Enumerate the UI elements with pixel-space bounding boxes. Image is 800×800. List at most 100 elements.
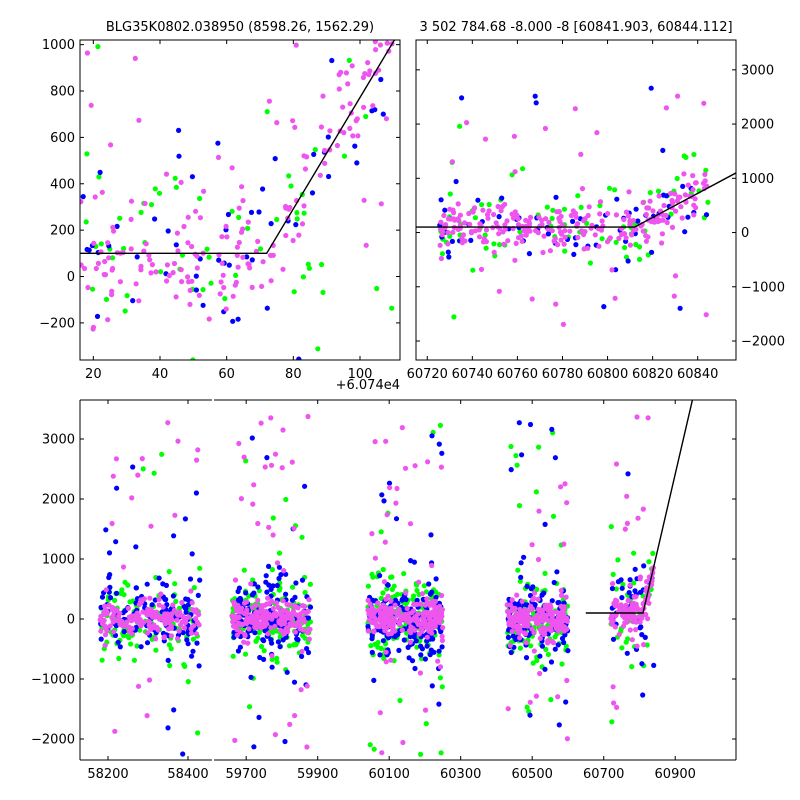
bottom-point-magenta (275, 604, 281, 611)
bottom-point-blue (305, 649, 312, 656)
top-left-point-blue (189, 174, 195, 180)
top-right-point-magenta (527, 214, 534, 220)
bottom-point-magenta (138, 599, 144, 605)
bottom-point-magenta (260, 619, 266, 625)
bottom-point-blue (156, 575, 162, 581)
top-left-point-green (172, 175, 178, 181)
bottom-point-magenta (613, 612, 619, 619)
bottom-point-green (197, 565, 203, 571)
bottom-point-blue (269, 640, 275, 646)
bottom-point-green (559, 661, 565, 667)
top-right-point-magenta (594, 130, 600, 136)
bottom-point-magenta (244, 615, 250, 621)
top-left-point-green (96, 174, 102, 180)
bottom-point-magenta (269, 653, 275, 659)
bottom-point-magenta (147, 595, 153, 601)
bottom-point-blue (563, 699, 569, 705)
bottom-point-blue (171, 533, 177, 539)
top-left-point-blue (249, 257, 255, 263)
bottom-point-blue (115, 639, 121, 645)
top-right-x-tick-label: 60720 (407, 367, 448, 382)
bottom-point-magenta (245, 640, 251, 646)
bottom-point-magenta (383, 659, 389, 665)
top-left-point-blue (226, 262, 232, 268)
top-right-point-magenta (496, 288, 502, 294)
top-right-point-green (612, 187, 618, 193)
bottom-point-blue (107, 572, 113, 578)
bottom-point-blue (619, 585, 625, 591)
bottom-point-blue (282, 738, 288, 745)
top-left-point-blue (256, 209, 262, 215)
top-right-point-green (550, 207, 556, 213)
bottom-point-blue (512, 601, 518, 607)
bottom-point-green (286, 643, 293, 649)
bottom-point-blue (381, 498, 387, 504)
bottom-point-magenta (102, 642, 108, 649)
bottom-point-magenta (412, 463, 418, 469)
top-left-point-magenta (132, 55, 138, 62)
bottom-point-blue (542, 666, 548, 672)
bottom-point-magenta (279, 608, 285, 615)
bottom-point-magenta (282, 630, 288, 637)
bottom-point-blue (304, 646, 310, 652)
top-right-point-blue (496, 214, 502, 220)
bottom-point-magenta (645, 616, 651, 622)
bottom-point-magenta (375, 600, 381, 606)
top-left-point-magenta (370, 103, 376, 109)
top-right-point-magenta (466, 210, 472, 217)
top-right-point-magenta (567, 228, 573, 234)
top-right-point-magenta (510, 215, 517, 221)
bottom-point-green (166, 569, 172, 575)
top-right-y-tick-label: 0 (741, 226, 749, 241)
bottom-point-blue (379, 492, 385, 498)
bottom-point-blue (403, 596, 409, 603)
bottom-point-magenta (563, 594, 569, 600)
bottom-point-magenta (435, 658, 441, 664)
bottom-point-magenta (234, 608, 240, 614)
bottom-point-magenta (627, 627, 633, 633)
top-right-point-magenta (702, 171, 708, 177)
top-right-axes: 60720 60740 60760 60780 60800 60820 60840 −2000… (407, 40, 785, 382)
top-left-point-magenta (95, 260, 101, 266)
top-left-point-magenta (187, 287, 193, 293)
bottom-point-magenta (555, 694, 561, 700)
top-left-point-magenta (108, 142, 114, 148)
bottom-point-magenta (265, 631, 271, 637)
bottom-point-green (302, 589, 308, 596)
bottom-point-magenta (103, 587, 109, 593)
bottom-point-blue (264, 589, 270, 595)
bottom-point-magenta (188, 626, 194, 632)
bottom-point-blue (439, 644, 445, 650)
bottom-point-magenta (550, 640, 557, 646)
bottom-point-green (190, 636, 196, 642)
bottom-point-blue (106, 550, 113, 556)
bottom-point-magenta (176, 628, 182, 634)
bottom-point-magenta (280, 427, 286, 433)
bottom-point-blue (283, 591, 289, 597)
top-left-point-blue (193, 273, 199, 279)
top-left-y-tick-label: 200 (50, 224, 75, 239)
bottom-point-magenta (394, 485, 400, 492)
bottom-point-green (533, 489, 540, 495)
bottom-point-blue (252, 630, 258, 636)
top-left-point-magenta (143, 241, 149, 247)
top-right-point-magenta (626, 189, 632, 195)
top-right-point-blue (685, 214, 691, 220)
top-left-point-blue (193, 287, 199, 293)
top-right-point-magenta (616, 235, 622, 241)
bottom-point-magenta (528, 603, 534, 610)
bottom-point-green (195, 730, 201, 736)
bottom-point-magenta (551, 622, 557, 628)
bottom-point-magenta (378, 604, 384, 610)
bottom-point-magenta (168, 612, 174, 618)
top-left-point-magenta (361, 197, 367, 203)
bottom-point-magenta (534, 612, 540, 618)
bottom-point-blue (377, 652, 383, 658)
bottom-point-green (629, 664, 635, 670)
top-right-point-magenta (659, 231, 666, 237)
bottom-point-blue (427, 591, 433, 597)
bottom-point-magenta (630, 619, 636, 625)
top-right-point-green (636, 256, 643, 262)
bottom-point-magenta (241, 600, 248, 606)
top-right-frame (415, 39, 737, 361)
